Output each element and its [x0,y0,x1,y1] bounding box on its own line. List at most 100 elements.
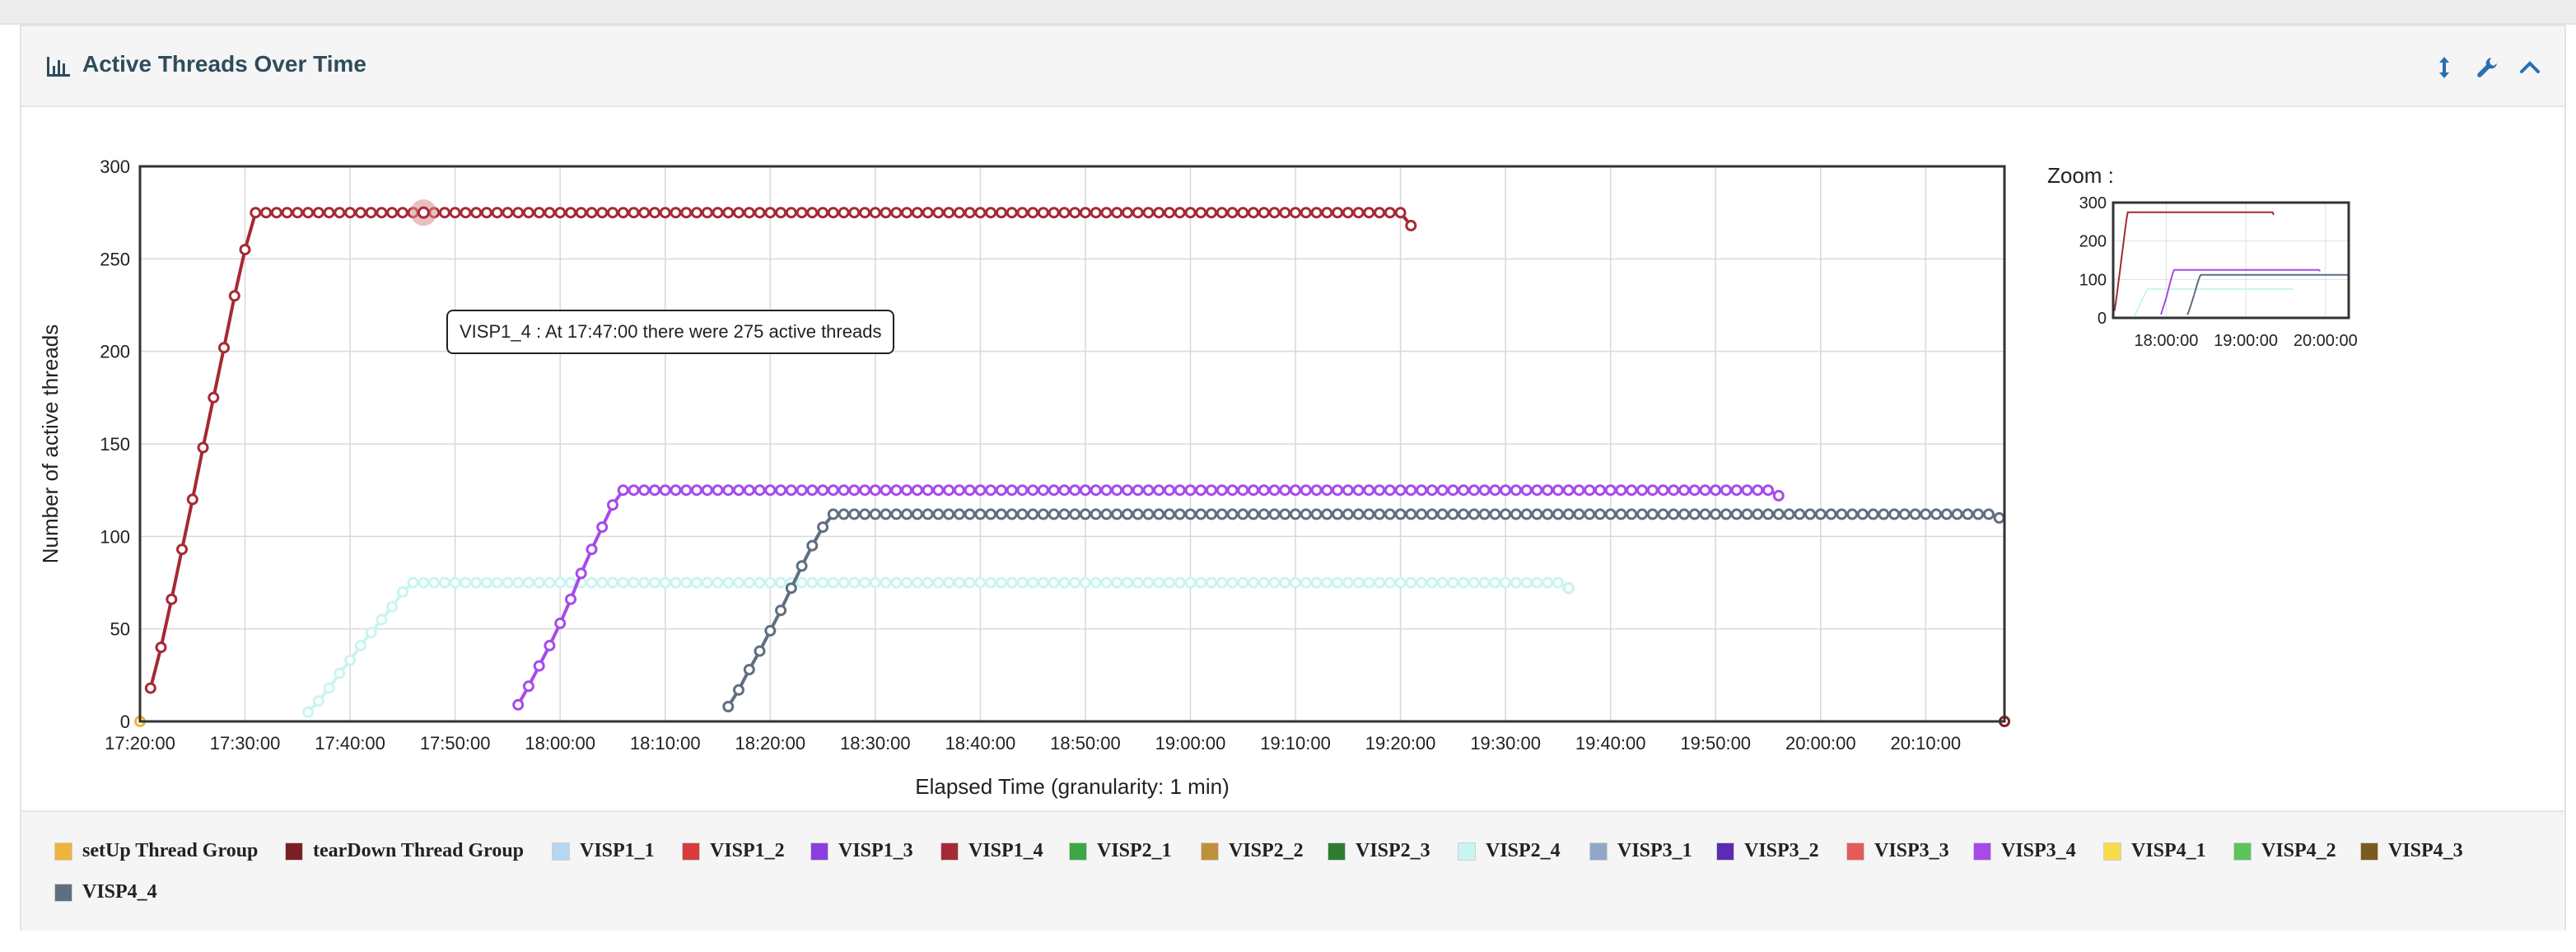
zoom-series-line [2113,211,2275,311]
legend-item[interactable]: VISP1_4 [940,840,1043,862]
data-point [932,484,945,497]
wrench-icon[interactable] [2474,54,2500,81]
data-point [628,207,640,219]
zoom-x-tick: 20:00:00 [2294,332,2358,350]
data-point [1048,576,1060,589]
legend-item[interactable]: VISP1_2 [682,840,785,862]
data-point [365,207,377,219]
legend-item[interactable]: tearDown Thread Group [285,840,524,862]
data-point [376,207,388,219]
x-tick-label: 18:50:00 [1050,733,1121,754]
data-point [1342,484,1354,497]
resize-vertical-icon[interactable] [2431,54,2457,81]
data-point [638,484,651,497]
legend-item[interactable]: VISP2_4 [1458,840,1561,862]
legend-item[interactable]: VISP4_2 [2233,840,2336,862]
legend-item[interactable]: VISP4_1 [2103,840,2206,862]
data-point [848,484,861,497]
legend-label: VISP2_3 [1356,840,1430,861]
data-point [1584,484,1596,497]
data-point [1352,576,1365,589]
data-point [323,207,335,219]
legend-item[interactable]: VISP4_3 [2360,840,2463,862]
data-point [680,207,693,219]
data-point [995,207,1007,219]
data-point [554,576,567,589]
data-point [1132,207,1144,219]
data-point [1226,207,1239,219]
main-chart[interactable]: 0 50 100 150 200 250 300 17:20:00 17:30:00 17:40:… [21,107,2564,835]
data-point [1111,484,1123,497]
data-point [1888,508,1901,520]
data-point [1216,207,1228,219]
legend-label: tearDown Thread Group [313,840,525,861]
legend-item[interactable]: VISP1_3 [810,840,913,862]
data-point [1048,484,1060,497]
data-point [1069,207,1081,219]
data-point [1416,576,1428,589]
zoom-series-line [2186,273,2349,315]
data-point [1394,484,1407,497]
legend-swatch [285,842,303,861]
data-point [838,508,850,520]
data-point [1468,484,1480,497]
data-point [1573,508,1585,520]
zoom-y-tick: 100 [2079,271,2107,289]
data-tooltip: VISP1_4 : At 17:47:00 there were 275 act… [446,310,895,354]
data-point [1048,508,1060,520]
data-point [1646,508,1659,520]
data-point [449,576,461,589]
data-point [1164,484,1175,497]
data-point [312,207,324,219]
data-point [1458,484,1470,497]
data-point [1426,508,1438,520]
data-point [470,576,483,589]
data-point [1500,484,1512,497]
legend-item[interactable]: VISP2_1 [1069,840,1172,862]
data-point [638,207,651,219]
legend-label: VISP3_4 [2001,840,2076,861]
data-point [1132,576,1144,589]
legend-item[interactable]: VISP3_3 [1846,840,1949,862]
data-point [1321,484,1333,497]
y-tick-label: 50 [110,619,130,640]
data-point [1846,508,1859,520]
zoom-chart[interactable]: 0 100 200 300 18:00:00 19:00:00 20:00:00 [2047,189,2377,387]
data-point [1489,576,1501,589]
legend-item[interactable]: VISP4_4 [54,881,157,903]
data-point [1037,207,1049,219]
legend-item[interactable]: VISP3_4 [1973,840,2076,862]
data-point [502,207,514,219]
data-point [1972,508,1985,520]
data-point [1258,484,1270,497]
data-point [1069,576,1081,589]
data-point [1542,484,1554,497]
data-point [1174,576,1186,589]
data-point [691,207,702,219]
data-point [1573,484,1585,497]
data-point [1037,508,1049,520]
data-point [1878,508,1890,520]
data-point [1342,508,1354,520]
data-point [701,484,713,497]
legend-item[interactable]: VISP2_2 [1201,840,1304,862]
data-point [1037,484,1049,497]
chevron-up-icon[interactable] [2517,54,2543,81]
data-point [1678,484,1690,497]
data-point [1384,508,1396,520]
data-point [1730,484,1743,497]
legend-item[interactable]: VISP3_1 [1589,840,1692,862]
x-tick-label: 18:30:00 [840,733,911,754]
legend-item[interactable]: VISP3_2 [1716,840,1819,862]
data-point [386,207,399,219]
data-point [743,484,755,497]
data-point [722,576,735,589]
x-tick-label: 19:20:00 [1365,733,1436,754]
data-point [1132,508,1144,520]
data-point [1248,576,1259,589]
legend-item[interactable]: VISP1_1 [552,840,655,862]
data-point [838,484,850,497]
legend-item[interactable]: setUp Thread Group [54,840,258,862]
legend-item[interactable]: VISP2_3 [1328,840,1430,862]
data-point [1930,508,1943,520]
